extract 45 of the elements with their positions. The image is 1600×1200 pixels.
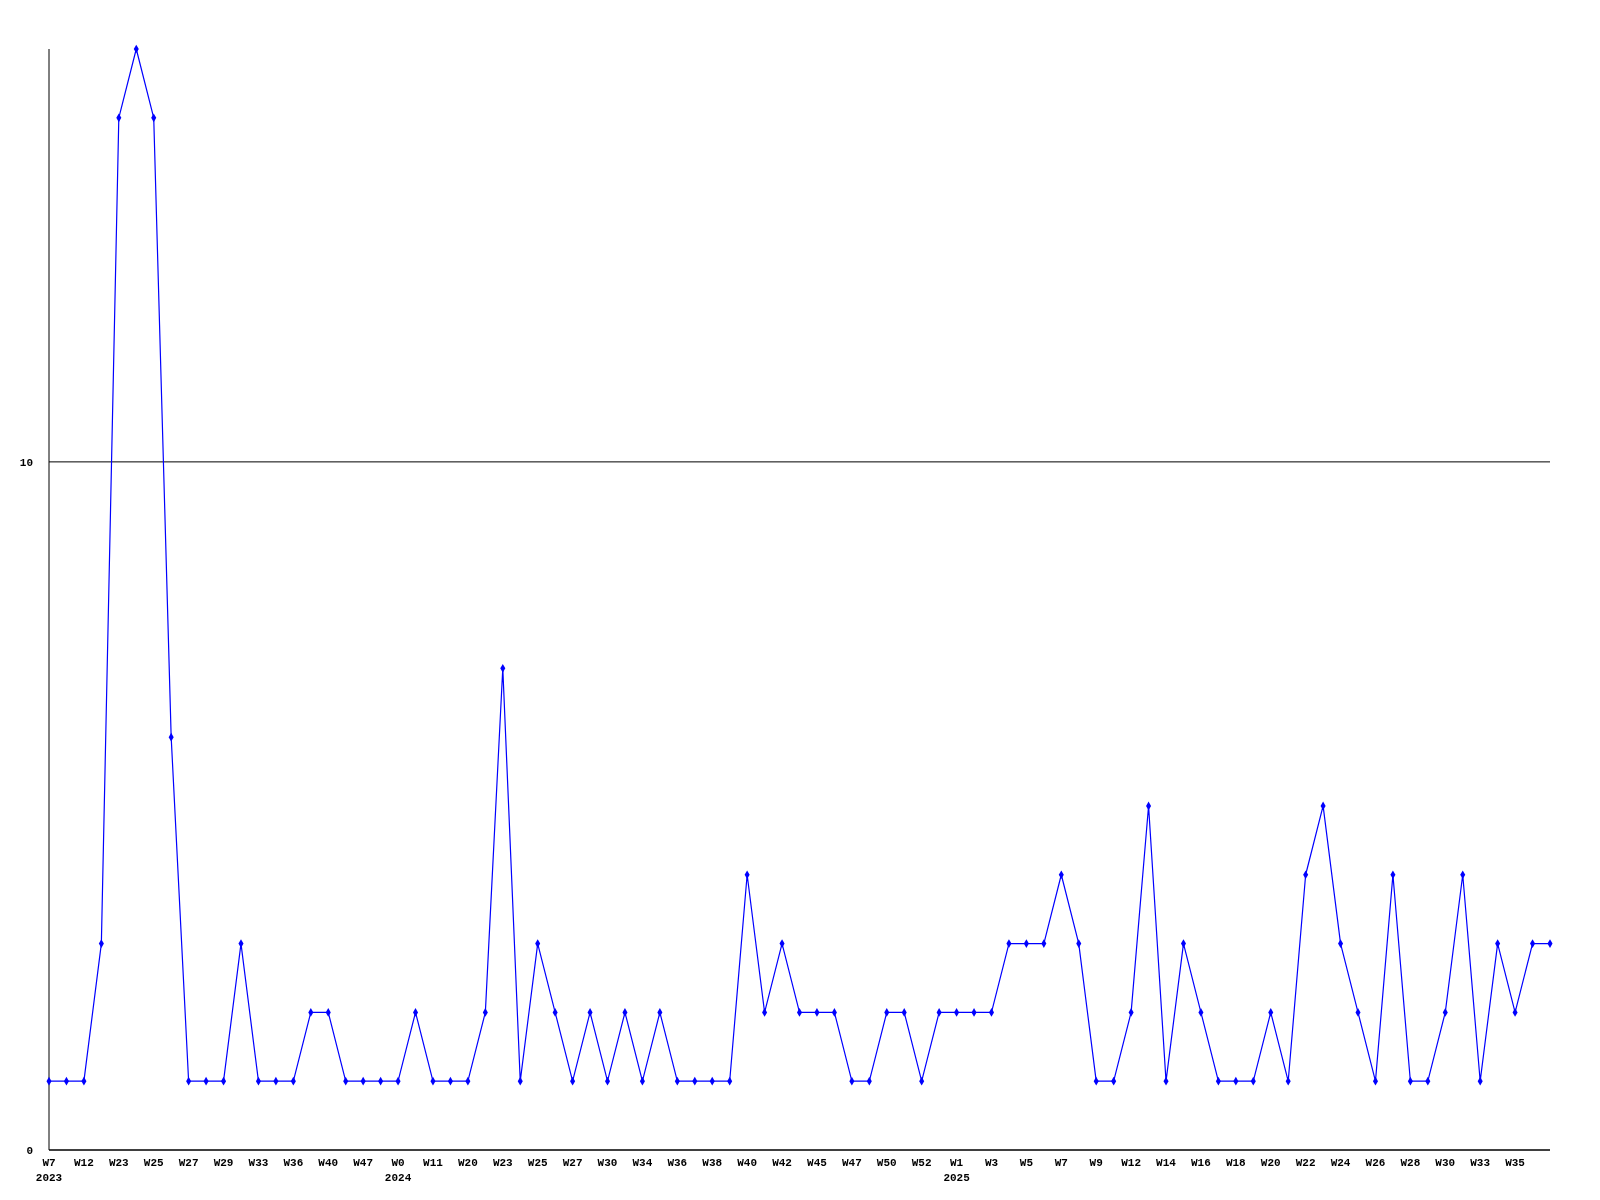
y-tick-label: 0 [26,1144,33,1157]
x-tick-label: W1 2025 [943,1157,971,1184]
x-tick-label: W11 [423,1157,444,1169]
x-tick-label: W40 [318,1157,339,1169]
x-tick-label: W5 [1019,1157,1034,1169]
x-tick-label: W12 [74,1157,94,1169]
x-tick-label: W24 [1330,1157,1351,1169]
x-tick-label: W27 [562,1157,583,1169]
x-tick-label: W38 [702,1157,723,1169]
x-tick-label: W26 [1365,1157,1386,1169]
x-tick-label: W9 [1089,1157,1103,1169]
x-tick-label: W25 [143,1157,165,1169]
x-tick-label: W35 [1505,1157,1526,1169]
x-tick-label: W23 [492,1157,514,1169]
x-tick-label: W34 [632,1157,653,1169]
x-tick-label: W52 [911,1157,932,1169]
y-tick-label: 10 [19,456,33,469]
x-tick-label: W29 [213,1157,234,1169]
x-tick-label: W36 [283,1157,304,1169]
x-tick-label: W47 [353,1157,374,1169]
x-tick-label: W16 [1191,1157,1211,1169]
x-tick-label: W3 [984,1157,999,1169]
x-tick-label: W50 [876,1157,897,1169]
x-tick-label: W45 [807,1157,828,1169]
x-tick-label: W27 [178,1157,199,1169]
x-tick-label: W28 [1400,1157,1421,1169]
x-tick-label: W40 [737,1157,758,1169]
x-tick-label: W14 [1156,1157,1177,1169]
x-tick-label: W7 2023 [35,1157,63,1184]
x-tick-label: W30 [1435,1157,1456,1169]
x-tick-label: W12 [1121,1157,1142,1169]
x-tick-label: W25 [527,1157,548,1169]
x-tick-label: W7 [1054,1157,1068,1169]
x-tick-label: W20 [1260,1157,1281,1169]
x-tick-label: W18 [1225,1157,1247,1169]
x-tick-label: W30 [597,1157,618,1169]
x-tick-label: W42 [772,1157,792,1169]
x-tick-label: W0 2024 [384,1157,412,1184]
x-tick-label: W33 [248,1157,269,1169]
x-tick-label: W47 [841,1157,862,1169]
x-tick-label: W22 [1295,1157,1316,1169]
x-tick-label: W23 [108,1157,130,1169]
x-tick-label: W20 [457,1157,478,1169]
x-tick-label: W36 [667,1157,688,1169]
x-tick-label: W33 [1470,1157,1491,1169]
